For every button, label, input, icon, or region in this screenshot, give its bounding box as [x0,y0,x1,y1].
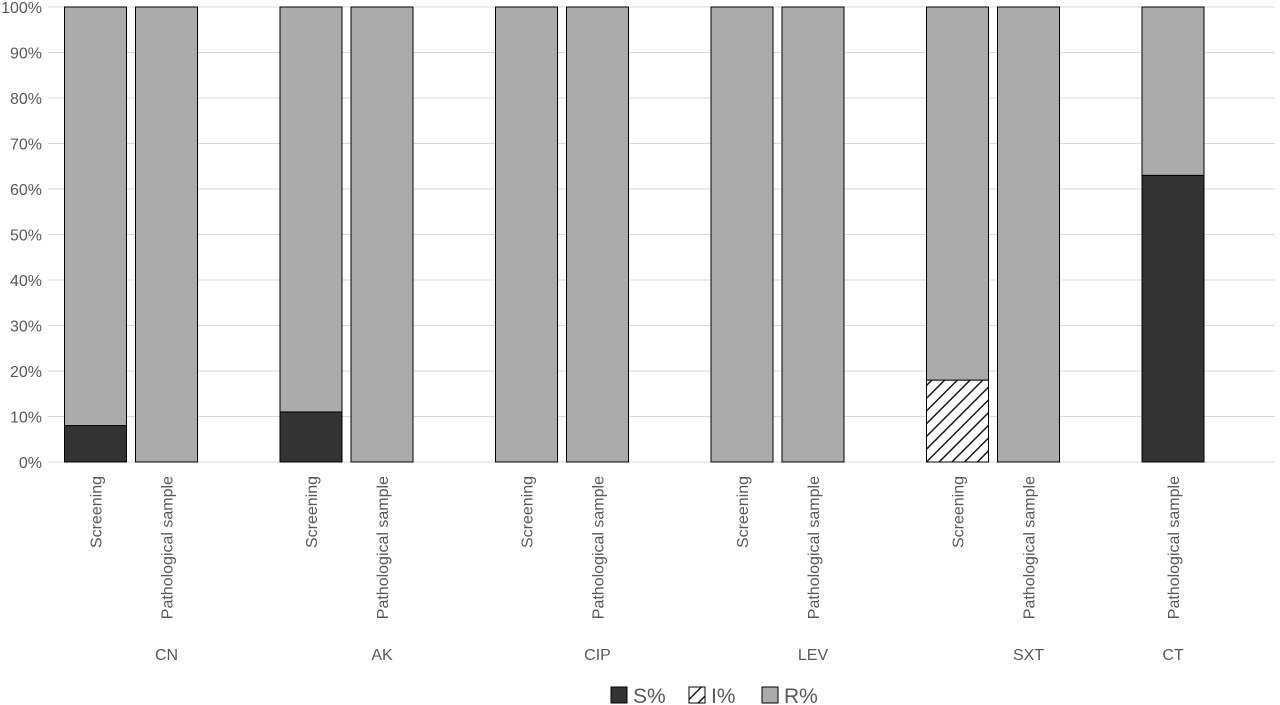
category-label: Pathological sample [1022,476,1039,619]
legend-swatch [610,686,628,704]
category-label: Pathological sample [591,476,608,619]
group-label: SXT [1013,647,1044,664]
legend-label: I% [711,685,736,705]
x-axis-labels: Screening Pathological sample CN Screening P… [89,476,1184,664]
category-label: Pathological sample [375,476,392,619]
y-tick-label: 80% [10,91,42,108]
legend-swatch [688,686,706,704]
y-tick-label: 10% [10,410,42,427]
category-label: Pathological sample [1166,476,1183,619]
category-label: Screening [304,476,321,548]
group-label: AK [371,647,393,664]
gridlines [48,6,1275,463]
legend-label: S% [633,685,666,705]
bar-segment-i [926,379,989,463]
y-tick-label: 0% [19,455,42,472]
group-label: CIP [584,647,611,664]
bar-segment-r [135,6,198,463]
y-axis-tick-labels: 0% 10% 20% 30% 40% 50% 60% 70% 80% 90% 100% [1,0,42,472]
group-label: LEV [798,647,829,664]
y-tick-label: 90% [10,46,42,63]
bar-segment-r [350,6,414,463]
category-label: Pathological sample [160,476,177,619]
legend-swatch [761,686,779,704]
category-label: Screening [520,476,537,548]
y-tick-label: 60% [10,182,42,199]
y-tick-label: 70% [10,137,42,154]
category-label: Screening [951,476,968,548]
group-label: CN [155,647,178,664]
bar-segment-s [64,425,127,463]
bar-segment-s [279,411,343,463]
bar-segment-r [566,6,629,463]
legend: S% I% R% [610,685,818,705]
category-label: Screening [89,476,106,548]
bar-segment-r [64,6,127,427]
group-label: CT [1162,647,1184,664]
bar-segment-r [279,6,343,413]
bar-segment-s [1141,174,1205,463]
y-tick-label: 20% [10,364,42,381]
y-tick-label: 100% [1,0,42,17]
bar-segment-r [710,6,774,463]
bar-segment-r [495,6,558,463]
legend-label: R% [784,685,818,705]
y-tick-label: 40% [10,273,42,290]
category-label: Pathological sample [806,476,823,619]
y-tick-label: 30% [10,319,42,336]
bar-segment-r [997,6,1060,463]
category-label: Screening [735,476,752,548]
bars [64,6,1205,463]
y-tick-label: 50% [10,228,42,245]
bar-segment-r [781,6,845,463]
bar-segment-r [926,6,989,381]
bar-segment-r [1141,6,1205,176]
